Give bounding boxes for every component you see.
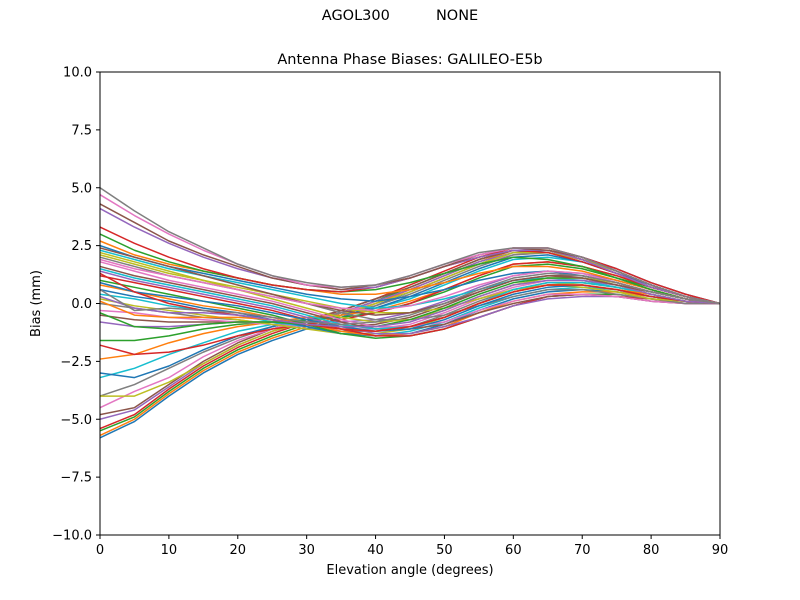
y-tick-label: −10.0 <box>52 529 92 544</box>
series-line <box>99 233 721 305</box>
series-layer <box>99 187 721 439</box>
series-line <box>99 247 721 316</box>
x-tick-label: 20 <box>230 543 247 558</box>
series-line <box>99 261 721 356</box>
figure-suptitle: AGOL300 NONE <box>321 8 479 24</box>
series-line <box>99 247 721 430</box>
y-tick-label: −7.5 <box>60 471 92 486</box>
x-tick-label: 30 <box>298 543 315 558</box>
x-tick-label: 70 <box>574 543 591 558</box>
x-tick-label: 0 <box>96 543 104 558</box>
y-axis: 10.0 7.5 5.0 2.5 0.0 −2.5 −5.0 −7.5 −10.0 <box>52 66 100 544</box>
x-tick-label: 50 <box>436 543 453 558</box>
y-tick-label: 7.5 <box>71 123 92 138</box>
x-tick-label: 80 <box>643 543 660 558</box>
x-tick-label: 60 <box>505 543 522 558</box>
y-tick-label: −2.5 <box>60 355 92 370</box>
series-line <box>99 272 721 326</box>
y-axis-label: Bias (mm) <box>29 270 44 337</box>
series-line <box>99 187 721 305</box>
chart-title: Antenna Phase Biases: GALILEO-E5b <box>277 52 542 68</box>
x-axis: 0 10 20 30 40 50 60 70 80 90 <box>96 535 728 558</box>
x-tick-label: 40 <box>367 543 384 558</box>
x-tick-label: 10 <box>161 543 178 558</box>
y-tick-label: −5.0 <box>60 413 92 428</box>
y-tick-label: 0.0 <box>71 297 92 312</box>
y-tick-label: 5.0 <box>71 181 92 196</box>
x-tick-label: 90 <box>712 543 729 558</box>
y-tick-label: 10.0 <box>63 66 92 81</box>
y-tick-label: 2.5 <box>71 239 92 254</box>
x-axis-label: Elevation angle (degrees) <box>326 563 493 578</box>
